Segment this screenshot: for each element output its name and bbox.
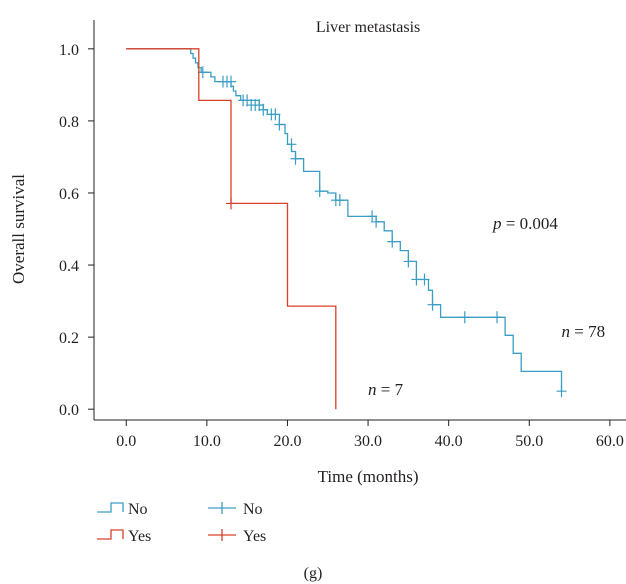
censor-mark — [270, 108, 281, 121]
censor-mark — [371, 215, 382, 228]
annotation-symbol: p — [492, 214, 502, 233]
censor-mark — [387, 235, 398, 248]
chart-series — [126, 48, 567, 410]
series-no — [126, 48, 567, 398]
legend-item-step-yes: Yes — [97, 528, 151, 545]
y-axis-title: Overall survival — [9, 174, 28, 284]
censor-mark — [459, 311, 470, 324]
censor-mark — [556, 385, 567, 398]
chart-title: Liver metastasis — [316, 19, 420, 36]
y-tick-label: 0.2 — [59, 330, 79, 347]
x-tick-label: 30.0 — [354, 433, 382, 450]
y-tick-label: 0.4 — [59, 258, 79, 275]
censor-mark — [314, 185, 325, 198]
legend-step-swatch — [97, 529, 124, 540]
annotation-symbol: n — [562, 322, 571, 341]
y-tick-label: 0.8 — [59, 114, 79, 131]
annotation-symbol: n — [368, 380, 377, 399]
censor-mark — [367, 210, 378, 223]
legend-label: Yes — [128, 528, 151, 545]
x-tick-label: 60.0 — [596, 433, 624, 450]
censor-mark — [334, 194, 345, 207]
legend-label: Yes — [243, 528, 266, 545]
annotation: n = 7 — [368, 380, 404, 399]
x-tick-label: 40.0 — [435, 433, 463, 450]
x-tick-label: 50.0 — [515, 433, 543, 450]
censor-mark — [403, 255, 414, 268]
censor-mark — [258, 103, 269, 116]
chart-legend: No Yes No Yes — [97, 501, 266, 545]
annotation: p = 0.004 — [492, 214, 558, 233]
legend-item-step-no: No — [97, 501, 148, 518]
censor-mark — [286, 138, 297, 151]
x-tick-label: 20.0 — [273, 433, 301, 450]
y-tick-label: 1.0 — [59, 42, 79, 59]
survival-step-line — [126, 48, 337, 410]
x-tick-label: 0.0 — [116, 433, 136, 450]
annotation-value: = 0.004 — [502, 214, 559, 233]
censor-mark — [254, 99, 265, 112]
legend-item-censor-yes: Yes — [208, 528, 266, 545]
y-tick-label: 0.0 — [59, 402, 79, 419]
censor-mark — [197, 66, 208, 79]
survival-step-line — [126, 48, 563, 392]
censor-mark — [427, 298, 438, 311]
chart-axes: 0.0 10.0 20.0 30.0 40.0 50.0 60.0 0.0 0.2 0.4 0.6 0… — [59, 20, 626, 450]
figure-label: (g) — [304, 565, 323, 582]
annotation-value: = 78 — [570, 322, 605, 341]
legend-label: No — [128, 501, 148, 518]
legend-step-swatch — [97, 502, 124, 513]
legend-censor-swatch — [208, 529, 236, 541]
censor-mark — [242, 94, 253, 107]
legend-censor-swatch — [208, 502, 236, 514]
series-yes — [126, 48, 337, 410]
censor-mark — [274, 118, 285, 131]
legend-label: No — [243, 501, 263, 518]
censor-mark — [419, 273, 430, 286]
annotation: n = 78 — [562, 322, 606, 341]
censor-mark — [226, 197, 237, 210]
x-tick-label: 10.0 — [193, 433, 221, 450]
censor-mark — [226, 75, 237, 88]
x-axis-title: Time (months) — [318, 467, 419, 486]
annotation-value: = 7 — [377, 380, 404, 399]
y-tick-label: 0.6 — [59, 186, 79, 203]
censor-mark — [290, 152, 301, 165]
legend-item-censor-no: No — [208, 501, 263, 518]
censor-mark — [492, 311, 503, 324]
